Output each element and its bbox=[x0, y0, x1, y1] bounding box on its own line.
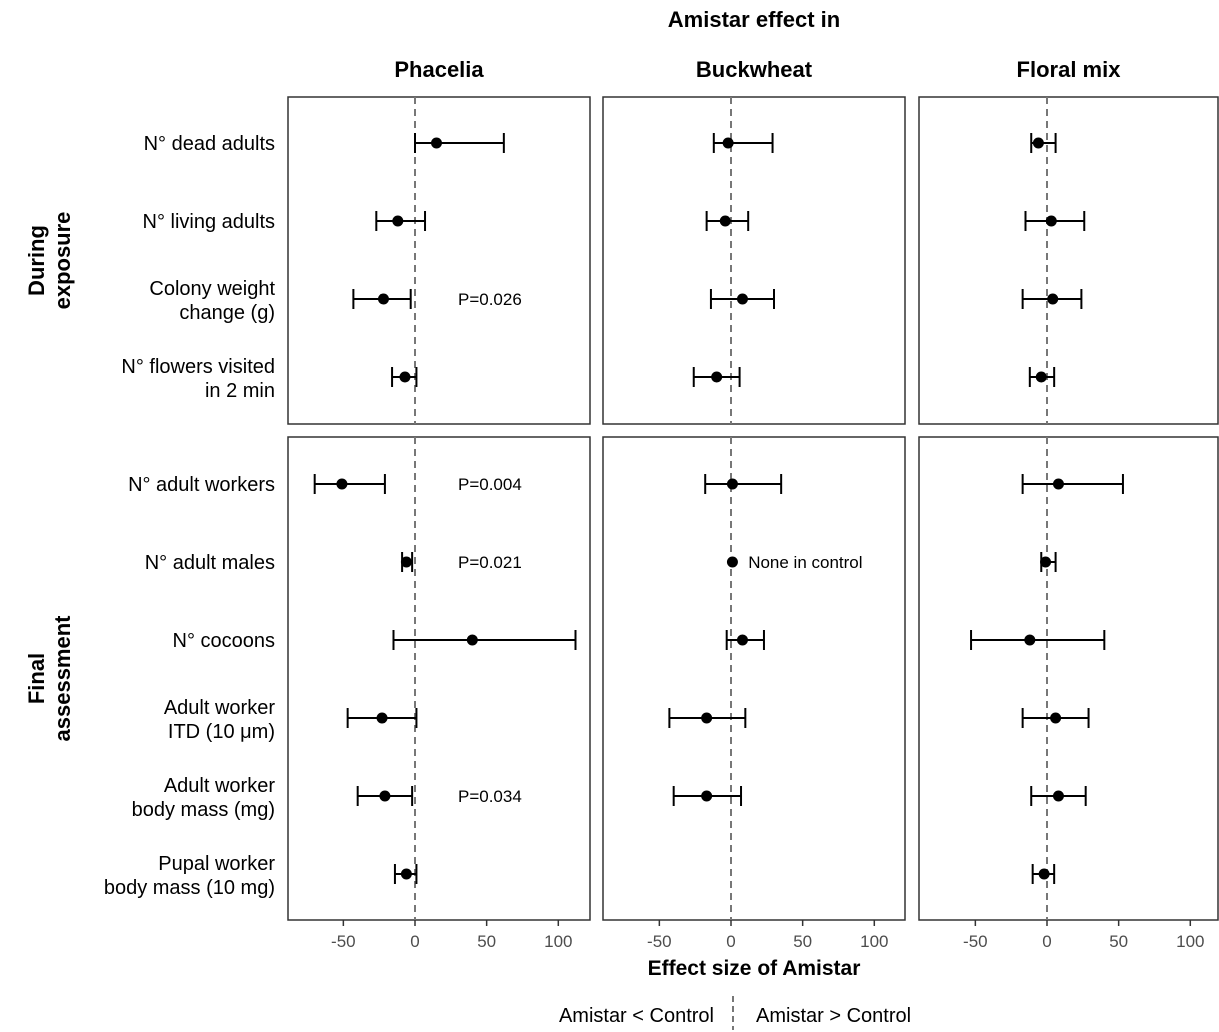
x-tick-label: 50 bbox=[793, 932, 812, 951]
x-tick-label: 50 bbox=[477, 932, 496, 951]
point-estimate bbox=[466, 634, 478, 646]
category-label: N° adult males bbox=[145, 552, 275, 574]
panel-phacelia-0 bbox=[287, 96, 591, 425]
category-label: Adult worker body mass (mg) bbox=[132, 775, 276, 821]
point-estimate bbox=[736, 634, 748, 646]
point-estimate bbox=[1047, 293, 1059, 305]
point-estimate bbox=[1024, 634, 1036, 646]
column-header-floral-mix: Floral mix bbox=[1017, 57, 1122, 82]
category-label: N° dead adults bbox=[144, 133, 275, 155]
row-group-label-1: Finalassessment bbox=[24, 615, 75, 742]
panel-frame bbox=[602, 436, 906, 921]
point-estimate bbox=[376, 712, 388, 724]
point-estimate bbox=[399, 371, 411, 383]
x-tick-label: -50 bbox=[963, 932, 988, 951]
category-label: N° adult workers bbox=[128, 474, 275, 496]
point-estimate bbox=[1045, 215, 1057, 227]
point-estimate bbox=[377, 293, 389, 305]
point-estimate bbox=[711, 371, 723, 383]
point-estimate bbox=[1052, 478, 1064, 490]
panel-frame bbox=[287, 436, 591, 921]
x-tick-label: 0 bbox=[410, 932, 419, 951]
annotation-text: P=0.021 bbox=[458, 553, 522, 572]
point-estimate bbox=[726, 478, 738, 490]
point-estimate bbox=[1038, 868, 1050, 880]
point-estimate bbox=[1050, 712, 1062, 724]
point-estimate bbox=[726, 556, 738, 568]
column-header-buckwheat: Buckwheat bbox=[696, 57, 813, 82]
annotation-text: None in control bbox=[748, 553, 862, 572]
category-label: N° flowers visited in 2 min bbox=[121, 356, 275, 402]
column-header-phacelia: Phacelia bbox=[394, 57, 484, 82]
panel-frame bbox=[918, 96, 1219, 425]
x-tick-label: -50 bbox=[331, 932, 356, 951]
x-tick-label: 0 bbox=[1042, 932, 1051, 951]
point-estimate bbox=[379, 790, 391, 802]
panel-buckwheat-1 bbox=[602, 436, 906, 921]
panel-floral-mix-1 bbox=[918, 436, 1219, 921]
category-label: Colony weight change (g) bbox=[149, 278, 275, 324]
annotation-text: P=0.026 bbox=[458, 290, 522, 309]
panel-frame bbox=[287, 96, 591, 425]
chart-title: Amistar effect in bbox=[668, 7, 840, 32]
x-axis-title: Effect size of Amistar bbox=[648, 957, 861, 980]
row-group-text-1: Finalassessment bbox=[24, 615, 75, 742]
panel-phacelia-1 bbox=[287, 436, 591, 921]
point-estimate bbox=[1035, 371, 1047, 383]
panel-frame bbox=[918, 436, 1219, 921]
point-estimate bbox=[701, 790, 713, 802]
category-label: N° cocoons bbox=[173, 630, 276, 652]
x-tick-label: 50 bbox=[1109, 932, 1128, 951]
point-estimate bbox=[719, 215, 731, 227]
point-estimate bbox=[1052, 790, 1064, 802]
point-estimate bbox=[1032, 137, 1044, 149]
panel-frame bbox=[602, 96, 906, 425]
category-label: N° living adults bbox=[143, 211, 276, 233]
panel-floral-mix-0 bbox=[918, 96, 1219, 425]
x-tick-label: 100 bbox=[860, 932, 888, 951]
point-estimate bbox=[336, 478, 348, 490]
point-estimate bbox=[430, 137, 442, 149]
footer-right-label: Amistar > Control bbox=[756, 1005, 911, 1027]
x-tick-label: -50 bbox=[647, 932, 672, 951]
point-estimate bbox=[722, 137, 734, 149]
point-estimate bbox=[400, 868, 412, 880]
category-label: Pupal worker body mass (10 mg) bbox=[104, 853, 276, 899]
point-estimate bbox=[392, 215, 404, 227]
row-group-text-0: Duringexposure bbox=[24, 212, 75, 310]
point-estimate bbox=[701, 712, 713, 724]
annotation-text: P=0.004 bbox=[458, 475, 522, 494]
footer-left-label: Amistar < Control bbox=[559, 1005, 714, 1027]
point-estimate bbox=[1040, 556, 1052, 568]
row-group-label-0: Duringexposure bbox=[24, 212, 75, 310]
category-label: Adult worker ITD (10 μm) bbox=[164, 697, 275, 743]
annotation-text: P=0.034 bbox=[458, 787, 522, 806]
x-tick-label: 0 bbox=[726, 932, 735, 951]
x-tick-label: 100 bbox=[1176, 932, 1204, 951]
panel-buckwheat-0 bbox=[602, 96, 906, 425]
x-tick-label: 100 bbox=[544, 932, 572, 951]
point-estimate bbox=[400, 556, 412, 568]
point-estimate bbox=[736, 293, 748, 305]
